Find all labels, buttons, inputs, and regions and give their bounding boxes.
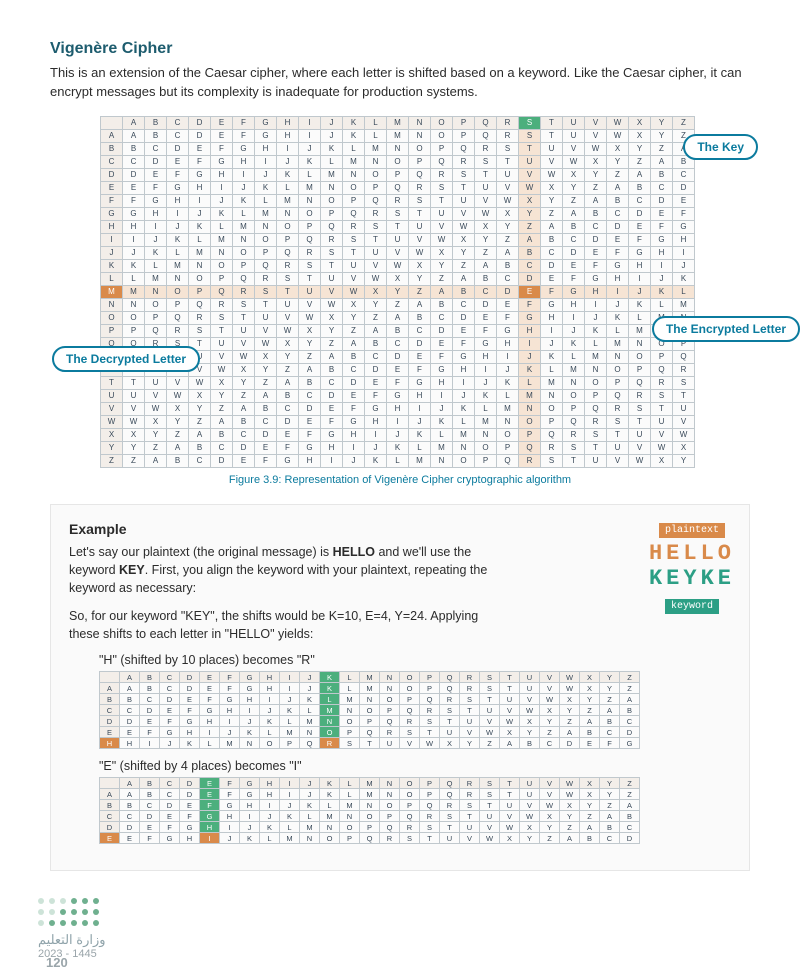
example-p2: So, for our keyword "KEY", the shifts wo… — [69, 607, 509, 643]
shift-e-label: "E" (shifted by 4 places) becomes "I" — [99, 759, 731, 773]
small-table-h: ABCDEFGHIJKLMNOPQRSTUVWXYZAABCDEFGHIJKLM… — [99, 671, 640, 749]
tabula-recta-figure: ABCDEFGHIJKLMNOPQRSTUVWXYZAABCDEFGHIJKLM… — [100, 116, 700, 468]
plaintext-keyword-illustration: plaintext HELLO KEYKE keyword — [649, 519, 735, 613]
callout-key: The Key — [683, 134, 758, 160]
small-table-e: ABCDEFGHIJKLMNOPQRSTUVWXYZAABCDEFGHIJKLM… — [99, 777, 640, 844]
plaintext-badge: plaintext — [659, 523, 725, 538]
figure-caption: Figure 3.9: Representation of Vigenère C… — [50, 474, 750, 486]
text: Let's say our plaintext (the original me… — [69, 545, 333, 559]
page-number: 120 — [46, 955, 68, 970]
callout-decrypted: The Decrypted Letter — [52, 346, 200, 372]
logo-dots — [38, 898, 106, 928]
tabula-recta: ABCDEFGHIJKLMNOPQRSTUVWXYZAABCDEFGHIJKLM… — [100, 116, 695, 468]
callout-encrypted: The Encrypted Letter — [652, 316, 800, 342]
bold-hello: HELLO — [333, 545, 375, 559]
keyword-badge: keyword — [665, 599, 719, 614]
footer: وزارة التعليم 2023 - 1445 — [38, 898, 106, 960]
section-title: Vigenère Cipher — [50, 40, 750, 58]
shift-h-label: "H" (shifted by 10 places) becomes "R" — [99, 653, 731, 667]
example-box: Example Let's say our plaintext (the ori… — [50, 504, 750, 872]
keyke-text: KEYKE — [649, 566, 735, 591]
example-p1: Let's say our plaintext (the original me… — [69, 543, 509, 597]
hello-text: HELLO — [649, 541, 735, 566]
bold-key: KEY — [119, 563, 145, 577]
intro-paragraph: This is an extension of the Caesar ciphe… — [50, 64, 750, 102]
example-heading: Example — [69, 521, 731, 537]
footer-arabic: وزارة التعليم — [38, 932, 106, 948]
